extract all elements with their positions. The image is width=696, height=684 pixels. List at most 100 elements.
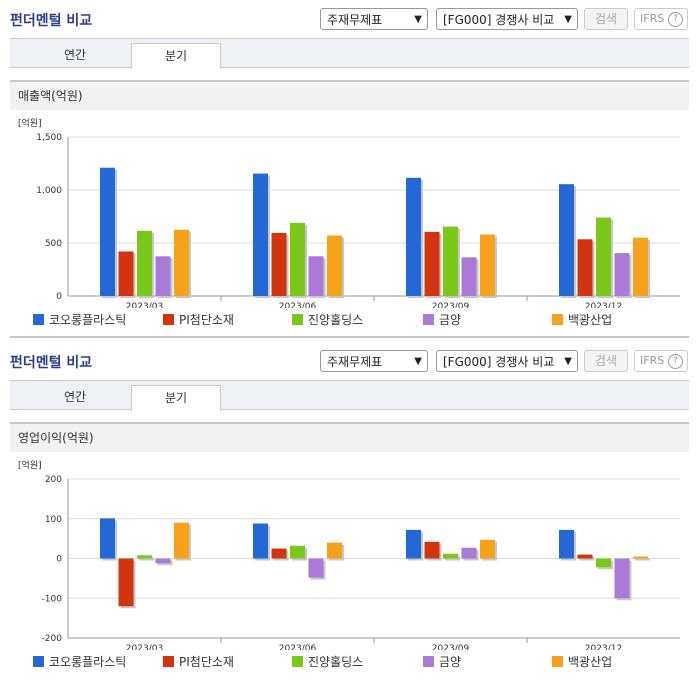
legend-label: 백광산업 <box>568 313 613 327</box>
x-tick-label: 2023/12 <box>585 644 622 650</box>
y-unit-label: [억원] <box>18 117 42 129</box>
bar-shadow <box>579 556 595 561</box>
help-icon: ? <box>668 12 683 27</box>
x-tick-label: 2023/09 <box>432 302 470 308</box>
revenue-panel: 펀더멘털 비교 주재무제표 ▼ [FG000] 경쟁사 비교 ▼ 검색 IFRS? … <box>0 8 696 338</box>
bar <box>461 257 477 296</box>
bar <box>174 522 189 559</box>
y-tick-label: 500 <box>45 239 62 249</box>
bar <box>100 518 115 559</box>
legend-label: 백광산업 <box>568 655 613 669</box>
bar <box>271 548 287 559</box>
compare-select[interactable]: [FG000] 경쟁사 비교 ▼ <box>436 8 578 30</box>
legend-swatch <box>423 314 434 325</box>
x-tick-label: 2023/06 <box>279 644 317 650</box>
legend-label: 금양 <box>439 313 462 327</box>
statement-select[interactable]: 주재무제표 ▼ <box>320 350 428 372</box>
tab-annual[interactable]: 연간 <box>63 390 87 404</box>
period-tabs: 연간 분기 <box>10 380 689 411</box>
search-button[interactable]: 검색 <box>584 350 628 372</box>
ifrs-button[interactable]: IFRS? <box>634 350 688 372</box>
bar <box>577 554 593 559</box>
compare-select[interactable]: [FG000] 경쟁사 비교 ▼ <box>436 350 578 372</box>
bar <box>174 229 189 296</box>
y-tick-label: 0 <box>56 292 62 302</box>
bar <box>406 529 421 559</box>
bar <box>290 222 305 296</box>
legend-swatch <box>163 656 174 667</box>
chart-title: 매출액(억원) <box>10 80 689 110</box>
legend-swatch <box>33 314 44 325</box>
bar <box>480 234 495 296</box>
legend-swatch <box>292 314 303 325</box>
x-tick-label: 2023/03 <box>126 644 163 650</box>
legend-swatch <box>292 656 303 667</box>
legend-swatch <box>552 314 563 325</box>
help-icon: ? <box>668 354 683 369</box>
bar <box>633 556 648 559</box>
statement-select[interactable]: 주재무제표 ▼ <box>320 8 428 30</box>
bar <box>596 217 611 296</box>
search-button[interactable]: 검색 <box>584 8 628 30</box>
bar <box>155 256 171 296</box>
bar <box>155 558 171 564</box>
y-tick-label: 0 <box>56 555 62 565</box>
bar <box>100 167 115 296</box>
legend-label: PI첨단소재 <box>179 313 234 327</box>
legend-swatch <box>423 656 434 667</box>
x-tick-label: 2023/06 <box>279 302 317 308</box>
chevron-down-icon: ▼ <box>564 356 572 367</box>
y-tick-label: 1,000 <box>36 186 62 196</box>
chevron-down-icon: ▼ <box>414 14 422 25</box>
bar <box>596 558 611 568</box>
y-tick-label: -100 <box>42 594 63 604</box>
bar-shadow <box>139 557 154 561</box>
bar <box>559 184 574 296</box>
legend-label: 금양 <box>439 655 462 669</box>
bar <box>424 541 440 559</box>
y-tick-label: 1,500 <box>36 133 62 143</box>
y-unit-label: [억원] <box>18 459 42 471</box>
panel-title: 펀더멘털 비교 <box>10 355 93 371</box>
bar <box>118 251 134 296</box>
period-tabs: 연간 분기 <box>10 38 689 69</box>
bar <box>271 232 287 296</box>
bar <box>308 558 324 578</box>
legend-label: 코오롱플라스틱 <box>49 313 127 327</box>
legend-label: PI첨단소재 <box>179 655 234 669</box>
chart-legend: 코오롱플라스틱 PI첨단소재 진양홀딩스 금양 백광산업 <box>0 654 696 672</box>
bar <box>577 239 593 296</box>
y-tick-label: -200 <box>42 634 63 644</box>
revenue-chart: [억원] 0 500 1,000 1,500 2023/03 2023/06 2023/09 2… <box>18 117 680 308</box>
bar <box>327 542 342 559</box>
chevron-down-icon: ▼ <box>564 14 572 25</box>
bar <box>290 545 305 559</box>
legend-swatch <box>552 656 563 667</box>
legend-label: 진양홀딩스 <box>308 313 364 327</box>
bar <box>253 173 268 296</box>
legend-swatch <box>163 314 174 325</box>
bar <box>480 539 495 559</box>
bar <box>118 558 134 607</box>
bar <box>406 177 421 296</box>
operating-profit-panel: 펀더멘털 비교 주재무제표 ▼ [FG000] 경쟁사 비교 ▼ 검색 IFRS? … <box>0 342 696 684</box>
chart-title: 영업이익(억원) <box>10 422 689 452</box>
tab-quarterly[interactable]: 분기 <box>131 385 221 411</box>
tab-annual[interactable]: 연간 <box>63 48 87 62</box>
operating-profit-chart: [억원] -200 -100 0 100 200 2023/03 2023/06 2023/09… <box>18 459 680 650</box>
bar-shadow <box>635 558 650 561</box>
x-tick-label: 2023/12 <box>585 302 622 308</box>
bar <box>614 253 630 296</box>
bar <box>443 553 458 559</box>
chevron-down-icon: ▼ <box>414 356 422 367</box>
ifrs-button[interactable]: IFRS? <box>634 8 688 30</box>
chart-legend: 코오롱플라스틱 PI첨단소재 진양홀딩스 금양 백광산업 <box>0 312 696 330</box>
y-tick-label: 200 <box>45 475 62 485</box>
x-tick-label: 2023/03 <box>126 302 163 308</box>
bar <box>614 558 630 599</box>
bar <box>137 555 152 559</box>
y-tick-label: 100 <box>45 515 62 525</box>
tab-quarterly[interactable]: 분기 <box>131 43 221 69</box>
bar <box>137 230 152 296</box>
panel-title: 펀더멘털 비교 <box>10 13 93 29</box>
